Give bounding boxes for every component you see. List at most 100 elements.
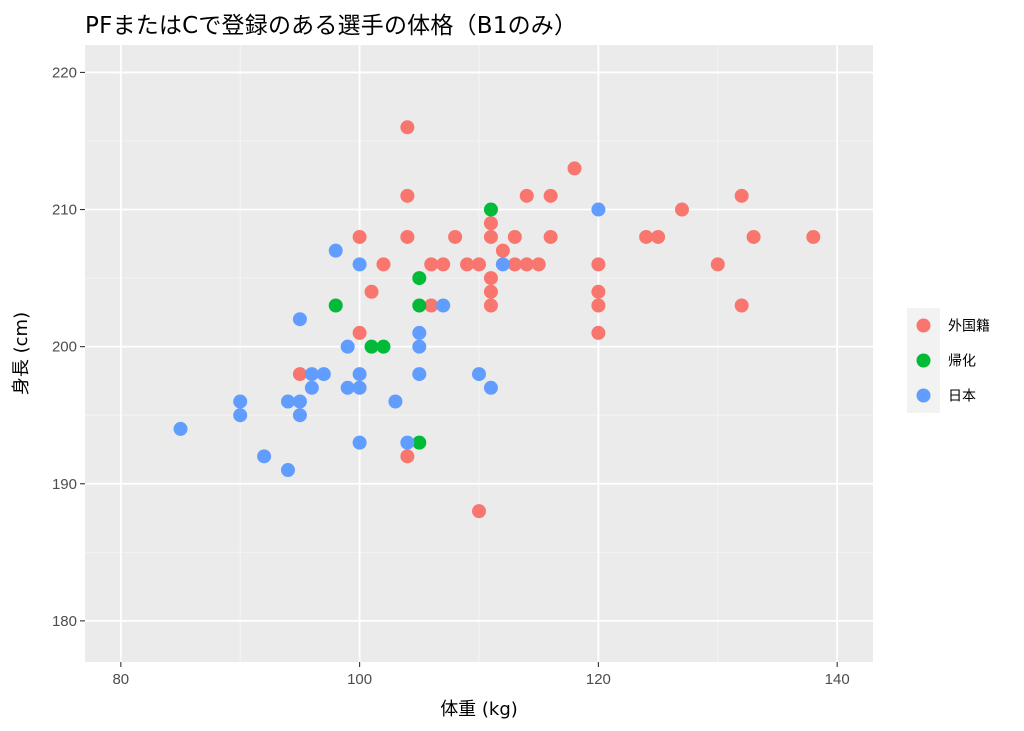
legend-marker bbox=[916, 353, 931, 368]
data-point bbox=[531, 257, 546, 272]
data-point bbox=[412, 271, 427, 286]
data-point bbox=[292, 367, 307, 382]
data-point bbox=[400, 435, 415, 450]
data-point bbox=[483, 298, 498, 313]
data-point bbox=[280, 394, 295, 409]
data-point bbox=[483, 202, 498, 217]
data-point bbox=[746, 229, 761, 244]
data-point bbox=[591, 257, 606, 272]
legend-label: 日本 bbox=[948, 389, 976, 405]
data-point bbox=[352, 380, 367, 395]
data-point bbox=[483, 284, 498, 299]
x-tick-label: 100 bbox=[347, 671, 372, 688]
legend-marker bbox=[916, 388, 931, 403]
tick-labels: 80 100 120 140 180 190 200 210 220 bbox=[52, 64, 850, 688]
y-axis-title: 身長 (cm) bbox=[11, 312, 32, 395]
data-point bbox=[472, 504, 486, 519]
data-point bbox=[292, 408, 307, 423]
data-point bbox=[400, 188, 415, 203]
data-point bbox=[591, 284, 606, 299]
data-point bbox=[734, 298, 749, 313]
y-tick-label: 190 bbox=[52, 476, 77, 493]
data-point bbox=[233, 408, 248, 423]
data-point bbox=[340, 380, 355, 395]
data-point bbox=[472, 367, 486, 382]
data-point bbox=[460, 257, 475, 272]
data-point bbox=[173, 421, 188, 436]
data-point bbox=[412, 339, 427, 354]
data-point bbox=[376, 257, 391, 272]
y-tick-label: 180 bbox=[52, 613, 77, 630]
data-point bbox=[280, 463, 295, 478]
x-tick-label: 120 bbox=[586, 671, 611, 688]
data-point bbox=[567, 161, 582, 176]
legend-marker bbox=[916, 318, 931, 333]
data-point bbox=[734, 188, 749, 203]
chart-title: PFまたはCで登録のある選手の体格（B1のみ） bbox=[85, 13, 578, 39]
data-point bbox=[674, 202, 689, 217]
data-point bbox=[400, 120, 415, 135]
data-point bbox=[352, 435, 367, 450]
data-point bbox=[292, 394, 307, 409]
data-point bbox=[472, 257, 486, 272]
data-point bbox=[651, 229, 666, 244]
data-point bbox=[233, 394, 248, 409]
data-point bbox=[340, 339, 355, 354]
data-point bbox=[543, 229, 558, 244]
data-point bbox=[412, 367, 427, 382]
data-point bbox=[352, 367, 367, 382]
data-point bbox=[806, 229, 821, 244]
axis-ticks bbox=[80, 71, 838, 667]
data-point bbox=[400, 449, 415, 464]
data-point bbox=[436, 298, 451, 313]
data-point bbox=[483, 271, 498, 286]
data-point bbox=[352, 257, 367, 272]
data-point bbox=[316, 367, 331, 382]
data-point bbox=[495, 243, 510, 258]
data-point bbox=[436, 257, 451, 272]
data-point bbox=[424, 257, 439, 272]
data-point bbox=[591, 298, 606, 313]
data-point bbox=[507, 257, 522, 272]
data-point bbox=[519, 257, 534, 272]
data-point bbox=[388, 394, 403, 409]
data-point bbox=[495, 257, 510, 272]
minor-gridlines bbox=[85, 45, 873, 662]
data-point bbox=[591, 325, 606, 340]
legend-label: 帰化 bbox=[948, 353, 976, 370]
y-tick-label: 210 bbox=[52, 202, 77, 219]
data-point bbox=[543, 188, 558, 203]
y-tick-label: 200 bbox=[52, 339, 77, 356]
data-point bbox=[257, 449, 272, 464]
x-tick-label: 140 bbox=[825, 671, 850, 688]
data-point bbox=[292, 312, 307, 327]
data-point bbox=[352, 325, 367, 340]
data-point bbox=[364, 284, 379, 299]
y-tick-label: 220 bbox=[52, 64, 77, 81]
data-point bbox=[710, 257, 725, 272]
data-point bbox=[519, 188, 534, 203]
data-point bbox=[591, 202, 606, 217]
data-point bbox=[304, 380, 319, 395]
data-points bbox=[173, 120, 821, 519]
data-point bbox=[400, 229, 415, 244]
data-point bbox=[352, 229, 367, 244]
legend-label: 外国籍 bbox=[948, 318, 990, 335]
data-point bbox=[328, 298, 343, 313]
data-point bbox=[328, 243, 343, 258]
data-point bbox=[448, 229, 463, 244]
data-point bbox=[364, 339, 379, 354]
data-point bbox=[412, 435, 427, 450]
data-point bbox=[376, 339, 391, 354]
data-point bbox=[424, 298, 439, 313]
major-gridlines bbox=[85, 45, 873, 662]
data-point bbox=[507, 229, 522, 244]
data-point bbox=[483, 380, 498, 395]
x-axis-title: 体重 (kg) bbox=[440, 699, 518, 720]
data-point bbox=[412, 298, 427, 313]
data-point bbox=[304, 367, 319, 382]
data-point bbox=[483, 216, 498, 231]
data-point bbox=[412, 325, 427, 340]
